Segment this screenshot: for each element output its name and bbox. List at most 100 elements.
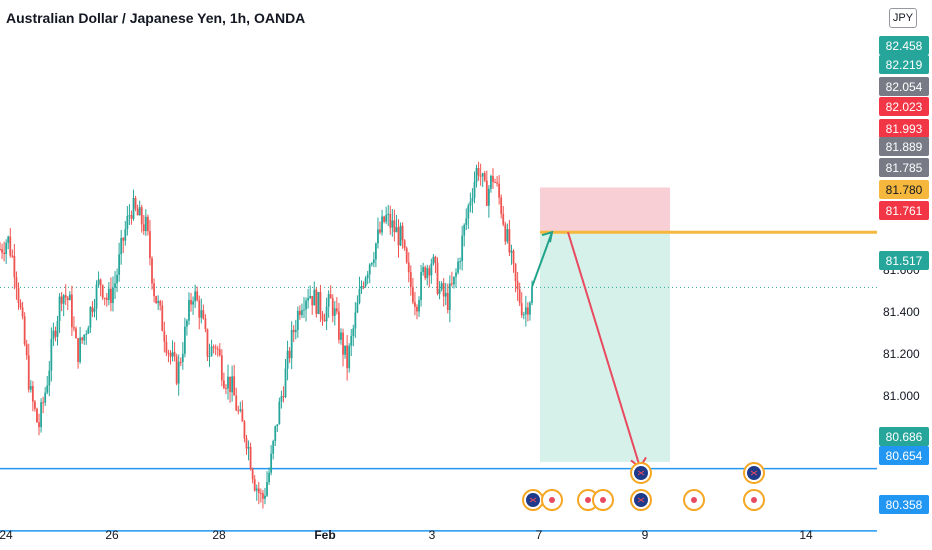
candle	[381, 209, 383, 236]
candle	[377, 217, 379, 249]
arrow-up-head	[541, 230, 554, 243]
event-marker[interactable]	[541, 489, 563, 511]
candle	[438, 281, 441, 300]
candle	[475, 164, 478, 188]
candle	[504, 221, 507, 245]
candle	[130, 210, 133, 225]
candle	[288, 346, 291, 364]
candle	[48, 360, 51, 397]
candle	[292, 325, 295, 343]
candle	[229, 376, 231, 403]
candle	[274, 425, 277, 447]
x-axis: 24 26 28 Feb 3 7 9 14	[0, 528, 813, 542]
price-label: 81.517	[879, 251, 929, 270]
event-marker[interactable]	[592, 489, 614, 511]
price-label: 82.023	[879, 97, 929, 116]
candle	[5, 239, 8, 264]
price-label: 80.358	[879, 495, 929, 514]
candle	[309, 285, 312, 300]
x-tick-label: 24	[0, 528, 13, 542]
candle	[317, 291, 320, 315]
candle	[344, 345, 346, 359]
candle	[218, 343, 221, 357]
candle	[313, 281, 316, 306]
candle	[399, 222, 402, 247]
candle	[354, 301, 357, 338]
candle	[290, 321, 293, 370]
candle	[122, 237, 125, 253]
candle	[366, 270, 369, 285]
price-label: 81.785	[879, 158, 929, 177]
candle	[329, 285, 332, 299]
candle	[270, 444, 273, 476]
event-marker[interactable]	[522, 489, 544, 511]
candle	[436, 257, 439, 296]
candle	[315, 287, 318, 318]
candle	[403, 239, 406, 251]
candle	[58, 293, 61, 333]
candle	[13, 243, 16, 290]
candle	[231, 365, 234, 402]
au-flag-event-icon[interactable]	[630, 462, 652, 484]
candle	[321, 311, 324, 326]
event-marker[interactable]	[683, 489, 705, 511]
currency-badge[interactable]: JPY	[889, 8, 917, 28]
candle	[3, 241, 6, 262]
candle	[81, 336, 84, 344]
candle	[181, 342, 184, 370]
candle	[103, 297, 106, 306]
candle	[29, 380, 32, 393]
candle	[144, 209, 147, 237]
candle	[430, 258, 433, 284]
candle	[364, 276, 367, 288]
candle	[494, 178, 496, 184]
candle	[66, 296, 69, 311]
candle	[87, 325, 90, 334]
candle	[463, 223, 466, 247]
svg-text:81.889: 81.889	[886, 140, 923, 154]
candle	[457, 257, 459, 275]
candle	[208, 343, 211, 367]
svg-text:81.785: 81.785	[886, 161, 923, 175]
candle	[307, 288, 310, 309]
candle	[522, 311, 525, 320]
candle	[496, 176, 498, 187]
x-tick-label: 14	[799, 528, 813, 542]
candle	[140, 204, 143, 233]
projection-arrow-up	[531, 231, 553, 288]
y-tick-label: 81.000	[883, 389, 920, 403]
candle	[177, 354, 180, 396]
candle	[477, 161, 480, 181]
candle	[188, 292, 190, 325]
candle	[467, 203, 470, 230]
candle	[492, 168, 494, 189]
candle	[214, 344, 217, 356]
event-marker[interactable]	[630, 489, 652, 511]
candle	[171, 340, 174, 362]
candle	[89, 306, 92, 333]
candle	[301, 303, 303, 319]
candle	[62, 294, 65, 317]
candle	[424, 265, 427, 281]
candle	[243, 420, 246, 443]
candle	[52, 322, 55, 347]
candle	[440, 281, 443, 292]
stop-loss-zone[interactable]	[540, 187, 670, 233]
price-label: 82.458	[879, 36, 929, 55]
candle	[136, 204, 139, 216]
candle	[42, 396, 45, 414]
candle	[73, 316, 75, 332]
event-marker[interactable]	[743, 489, 765, 511]
chart-title: Australian Dollar / Japanese Yen, 1h, OA…	[6, 10, 306, 26]
take-profit-zone[interactable]	[540, 232, 670, 462]
candle	[414, 291, 416, 316]
candle	[56, 315, 59, 346]
au-flag-event-icon[interactable]	[743, 462, 765, 484]
candle	[225, 384, 227, 395]
candle	[210, 339, 213, 357]
candle	[190, 292, 192, 312]
candle	[118, 242, 121, 282]
candle	[426, 264, 429, 286]
candle	[389, 205, 392, 235]
